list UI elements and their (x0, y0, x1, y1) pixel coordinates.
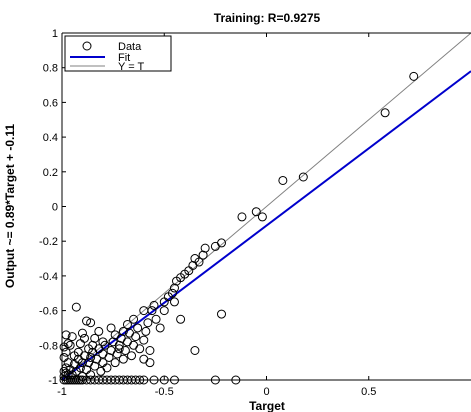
data-point (237, 212, 247, 222)
x-tick-label: 0.5 (361, 386, 376, 398)
data-point (104, 352, 114, 362)
data-point (59, 352, 69, 362)
x-tick-label: 0 (263, 386, 269, 398)
x-tick-label: -1 (57, 386, 67, 398)
data-point (257, 212, 267, 222)
data-point (155, 323, 165, 333)
y-tick-label: -0.8 (39, 340, 58, 352)
x-axis-label: Target (249, 399, 285, 412)
x-tick-label: -0.5 (155, 386, 174, 398)
data-point (251, 207, 261, 217)
data-point (110, 358, 120, 368)
y-tick-label: 0.2 (43, 167, 58, 179)
data-point (151, 314, 161, 324)
data-point (82, 316, 92, 326)
data-point (86, 370, 96, 380)
y-tick-label: -0.6 (39, 306, 58, 318)
data-point (65, 340, 75, 350)
data-point (190, 346, 200, 356)
data-point (77, 372, 87, 382)
data-point (75, 363, 85, 373)
data-point (106, 323, 116, 333)
y-tick-label: 1 (52, 28, 58, 40)
data-point (118, 354, 128, 364)
data-point (98, 337, 108, 347)
data-point (217, 309, 227, 319)
data-point (90, 333, 100, 343)
data-point (143, 318, 153, 328)
ticks-layer: -1 -0.5 0 0.5 -1 -0.8 -0.6 -0.4 -0.2 0 0.2 0.4 0.6 0.… (39, 28, 376, 398)
data-point (129, 314, 139, 324)
data-point (118, 326, 128, 336)
data-point (141, 326, 151, 336)
data-point (169, 297, 179, 307)
data-point (84, 344, 94, 354)
legend-data-label: Data (118, 41, 142, 53)
legend-fit-label: Fit (118, 52, 130, 64)
y-tick-label: 0 (52, 202, 58, 214)
data-point (198, 250, 208, 260)
data-point (112, 349, 122, 359)
data-point (86, 318, 96, 328)
data-point (77, 328, 87, 338)
data-point (139, 306, 149, 316)
data-point (139, 335, 149, 345)
data-point (169, 283, 179, 293)
data-point (102, 363, 112, 373)
y-tick-label: -1 (48, 375, 58, 387)
data-point (217, 238, 227, 248)
y-tick-label: 0.8 (43, 63, 58, 75)
data-point (120, 346, 130, 356)
data-point (133, 323, 143, 333)
data-point (298, 172, 308, 182)
legend: Data Fit Y = T (64, 35, 172, 73)
data-point (145, 346, 155, 356)
data-point (86, 352, 96, 362)
y-tick-label: 0.4 (43, 132, 58, 144)
legend-data-marker (82, 41, 92, 51)
data-point (63, 370, 73, 380)
data-point (63, 339, 73, 349)
data-point (135, 344, 145, 354)
data-point (114, 340, 124, 350)
data-point (278, 175, 288, 185)
data-point (159, 306, 169, 316)
data-point (90, 361, 100, 371)
data-point (69, 351, 79, 361)
legend-identity-label: Y = T (118, 61, 144, 73)
data-point (149, 300, 159, 310)
data-point (380, 108, 390, 118)
y-tick-label: 0.6 (43, 97, 58, 109)
data-point (145, 358, 155, 368)
data-point (94, 326, 104, 336)
chart-title: Training: R=0.9275 (214, 11, 321, 25)
data-point (409, 71, 419, 81)
data-point (79, 333, 89, 343)
legend-box (64, 35, 172, 72)
fit-line (62, 70, 471, 380)
y-tick-label: -0.2 (39, 236, 58, 248)
data-point (67, 332, 77, 342)
y-axis-label: Output ~= 0.89*Target + -0.11 (3, 124, 17, 289)
data-point (194, 257, 204, 267)
data-point (176, 314, 186, 324)
data-point (127, 351, 137, 361)
data-point (114, 344, 124, 354)
data-point (167, 288, 177, 298)
data-point (122, 319, 132, 329)
data-point (131, 332, 141, 342)
data-point (71, 302, 81, 312)
data-point (200, 243, 210, 253)
y-tick-label: -0.4 (39, 271, 58, 283)
data-point (110, 330, 120, 340)
data-point (77, 358, 87, 368)
